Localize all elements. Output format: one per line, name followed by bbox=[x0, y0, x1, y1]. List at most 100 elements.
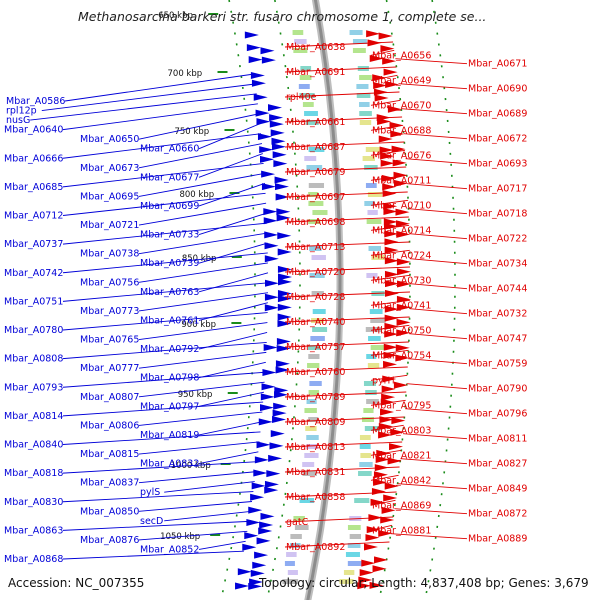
reverse-gene-arrow bbox=[276, 337, 291, 345]
gene-label: Mbar_A0840 bbox=[4, 440, 63, 451]
forward-gene-arrow bbox=[373, 88, 388, 96]
gene-leader-line bbox=[284, 416, 405, 423]
forward-gene-arrow bbox=[381, 506, 396, 514]
gene-leader-line bbox=[138, 411, 263, 426]
gene-label: Mbar_A0827 bbox=[468, 459, 527, 470]
reverse-gene-arrow bbox=[272, 151, 287, 159]
gene-label: Mbar_A0808 bbox=[4, 354, 63, 365]
gene-leader-line bbox=[62, 222, 267, 245]
forward-gene-arrow bbox=[383, 202, 398, 210]
gene-label: rpl40e bbox=[286, 92, 317, 103]
gene-label: pyrH bbox=[372, 375, 395, 386]
feature-band bbox=[308, 390, 320, 395]
gene-label: Mbar_A0688 bbox=[372, 125, 431, 136]
reverse-gene-arrow bbox=[272, 415, 287, 423]
gene-leader-line bbox=[62, 550, 244, 560]
reverse-gene-arrow bbox=[269, 442, 284, 450]
reverse-gene-arrow bbox=[277, 303, 292, 311]
reverse-gene-arrow bbox=[272, 409, 287, 417]
reverse-gene-arrow bbox=[262, 369, 277, 377]
reverse-gene-arrow bbox=[277, 320, 292, 328]
reverse-gene-arrow bbox=[254, 551, 269, 559]
feature-band bbox=[345, 552, 360, 557]
gene-leader-line bbox=[284, 91, 400, 98]
forward-gene-arrow bbox=[373, 471, 388, 479]
gene-label: Mbar_A0717 bbox=[468, 184, 527, 195]
forward-gene-arrow bbox=[378, 135, 393, 143]
gene-label: Mbar_A0858 bbox=[286, 492, 345, 503]
forward-gene-arrow bbox=[384, 257, 399, 265]
reverse-gene-arrow bbox=[237, 568, 252, 576]
feature-band bbox=[300, 66, 312, 71]
feature-band bbox=[370, 345, 385, 350]
gene-label: Mbar_A0711 bbox=[372, 175, 431, 186]
feature-band bbox=[359, 462, 373, 467]
reverse-gene-arrow bbox=[264, 242, 279, 250]
gene-leader-line bbox=[62, 520, 249, 531]
reverse-gene-arrow bbox=[266, 470, 281, 478]
forward-gene-arrow bbox=[395, 354, 410, 362]
gene-label: Mbar_A0790 bbox=[468, 384, 527, 395]
gene-leader-line bbox=[284, 491, 397, 498]
feature-band bbox=[308, 219, 321, 224]
reverse-gene-arrow bbox=[277, 265, 292, 273]
reverse-gene-arrow bbox=[263, 217, 278, 225]
feature-band bbox=[365, 390, 377, 395]
gene-leader-line bbox=[138, 202, 267, 226]
reverse-gene-arrow bbox=[263, 208, 278, 216]
feature-band bbox=[365, 147, 381, 152]
gene-label: Mbar_A0676 bbox=[372, 150, 431, 161]
feature-band bbox=[359, 444, 371, 449]
reverse-gene-arrow bbox=[256, 441, 271, 449]
forward-gene-arrow bbox=[396, 303, 411, 311]
gene-label: Mbar_A0720 bbox=[286, 267, 345, 278]
feature-band bbox=[308, 147, 325, 152]
reverse-gene-arrow bbox=[276, 208, 291, 216]
gene-leader-line bbox=[403, 133, 468, 140]
reverse-gene-arrow bbox=[264, 279, 279, 287]
gene-leader-line bbox=[198, 332, 268, 350]
gene-label: Mbar_A0730 bbox=[372, 275, 431, 286]
gene-label: Mbar_A0734 bbox=[468, 259, 527, 270]
gene-label: Mbar_A0872 bbox=[468, 509, 527, 520]
gene-label: Mbar_A0842 bbox=[372, 475, 431, 486]
gene-leader-line bbox=[398, 83, 468, 90]
feature-band bbox=[307, 345, 321, 350]
gene-label: Mbar_A0699 bbox=[140, 201, 199, 212]
reverse-gene-arrow bbox=[257, 133, 272, 141]
gene-leader-line bbox=[30, 93, 257, 121]
reverse-gene-arrow bbox=[270, 430, 285, 438]
reverse-gene-arrow bbox=[277, 295, 292, 303]
forward-gene-arrow bbox=[374, 556, 389, 564]
tick-label: 700 kbp bbox=[168, 69, 203, 79]
forward-gene-arrow bbox=[361, 559, 376, 567]
feature-band bbox=[304, 453, 319, 458]
gene-label: Mbar_A0679 bbox=[286, 167, 345, 178]
forward-gene-arrow bbox=[363, 543, 378, 551]
reverse-gene-arrow bbox=[251, 482, 266, 490]
gene-label: Mbar_A0733 bbox=[140, 230, 199, 241]
gene-leader-line bbox=[62, 312, 268, 331]
forward-gene-arrow bbox=[378, 529, 393, 537]
gene-label: Mbar_A0739 bbox=[140, 258, 199, 269]
gene-leader-line bbox=[198, 182, 266, 207]
forward-gene-arrow bbox=[377, 118, 392, 126]
forward-gene-arrow bbox=[383, 208, 398, 216]
gene-leader-line bbox=[138, 143, 263, 169]
reverse-gene-arrow bbox=[253, 469, 268, 477]
gene-leader-line bbox=[198, 272, 269, 293]
gene-leader-line bbox=[284, 141, 405, 148]
reverse-gene-arrow bbox=[246, 518, 261, 526]
gene-leader-line bbox=[198, 123, 261, 150]
gene-leader-line bbox=[138, 530, 248, 541]
gene-leader-line bbox=[284, 391, 407, 398]
reverse-gene-arrow bbox=[264, 293, 279, 301]
gene-leader-line bbox=[370, 349, 409, 356]
feature-band bbox=[362, 156, 375, 161]
feature-band bbox=[282, 579, 299, 584]
ring-guide bbox=[378, 0, 411, 600]
gene-label: Mbar_A0809 bbox=[286, 417, 345, 428]
gene-label: Mbar_A0868 bbox=[4, 554, 63, 565]
feature-band bbox=[299, 498, 315, 503]
forward-gene-arrow bbox=[395, 220, 410, 228]
